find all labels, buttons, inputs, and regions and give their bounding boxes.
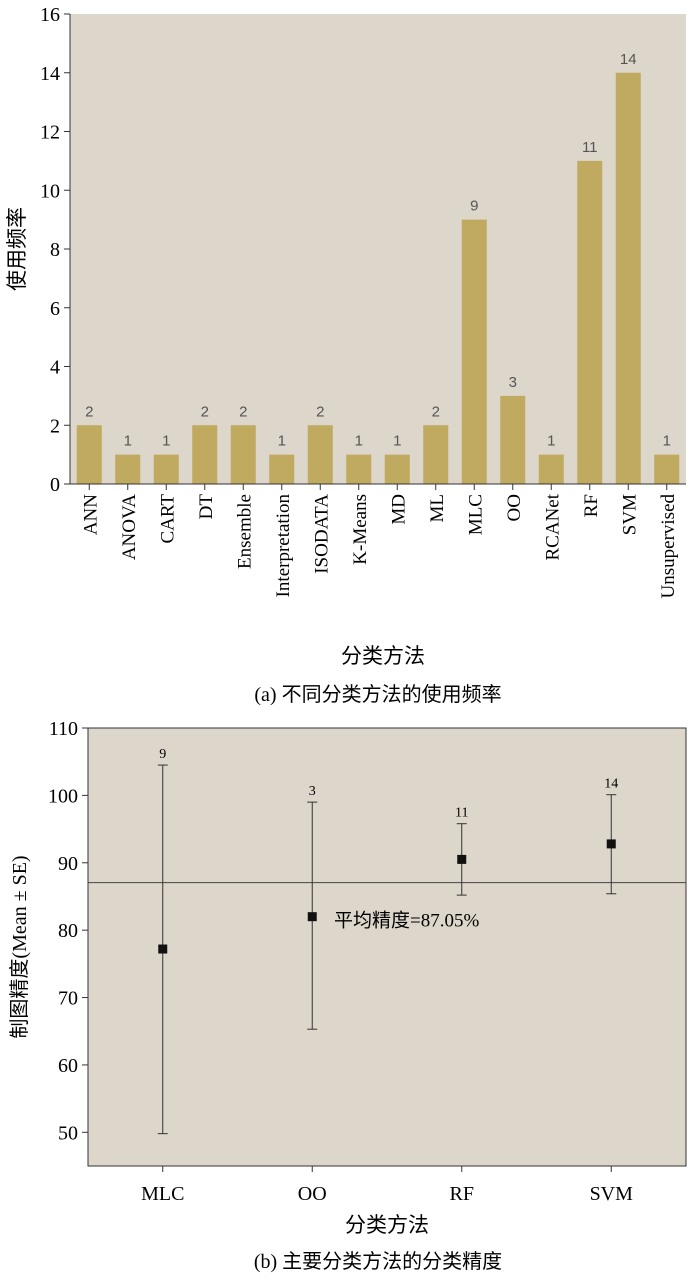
panel-a-bar-value-label: 1 bbox=[124, 433, 132, 450]
panel-b-mean-marker bbox=[307, 912, 317, 922]
panel-a-bar bbox=[577, 160, 603, 484]
panel-b-y-tick-label: 60 bbox=[58, 1055, 78, 1077]
panel-a-caption: (a) 不同分类方法的使用频率 bbox=[254, 683, 501, 706]
panel-b-y-tick-label: 90 bbox=[58, 853, 78, 875]
panel-b-x-tick-label: OO bbox=[298, 1183, 327, 1205]
panel-b-y-tick-label: 70 bbox=[58, 988, 78, 1010]
panel-a-x-tick-label: OO bbox=[504, 494, 525, 521]
panel-b-mean-reference-label: 平均精度=87.05% bbox=[334, 910, 479, 932]
panel-a-x-tick-label: RF bbox=[581, 494, 602, 517]
panel-b-points: 9 3 11 14 bbox=[157, 747, 618, 1135]
panel-a-x-tick-label: DT bbox=[196, 494, 217, 520]
panel-a-bar bbox=[115, 454, 141, 484]
panel-b-count-label: 3 bbox=[309, 784, 316, 799]
panel-a-bar bbox=[346, 454, 372, 484]
panel-b-x-ticks: MLC OO RF SVM bbox=[141, 1166, 633, 1205]
panel-a-bar-value-label: 9 bbox=[470, 198, 478, 215]
panel-b-reference: 平均精度=87.05% bbox=[88, 882, 686, 932]
panel-a-x-tick-label: RCANet bbox=[542, 493, 563, 560]
panel-a-y-tick-label: 8 bbox=[50, 239, 60, 261]
panel-a-bar bbox=[269, 454, 295, 484]
panel-b-mean-marker bbox=[457, 854, 467, 864]
panel-b-mean-marker bbox=[606, 839, 616, 849]
panel-a-x-tick-label: SVM bbox=[619, 494, 640, 535]
panel-a-bar bbox=[153, 454, 179, 484]
panel-a-bar bbox=[423, 425, 449, 484]
panel-a-x-tick-label: CART bbox=[157, 494, 178, 544]
panel-a-bar bbox=[307, 425, 333, 484]
panel-b-x-tick-label: MLC bbox=[141, 1183, 184, 1205]
panel-a-bar-value-label: 2 bbox=[432, 403, 440, 420]
panel-a-x-tick-label: K-Means bbox=[350, 494, 371, 565]
panel-a-bar bbox=[615, 72, 641, 484]
panel-a-x-tick-label: MLC bbox=[465, 494, 486, 535]
panel-b-count-label: 9 bbox=[159, 747, 166, 762]
panel-b-y-tick-label: 110 bbox=[49, 718, 78, 740]
panel-a-bar-value-label: 1 bbox=[355, 433, 363, 450]
panel-b-count-label: 11 bbox=[455, 806, 468, 821]
panel-a-bar-value-label: 11 bbox=[582, 139, 598, 156]
panel-b-y-ticks: 50 60 70 80 90 100 110 bbox=[48, 718, 88, 1144]
panel-a-y-tick-label: 6 bbox=[50, 298, 60, 320]
panel-b-caption: (b) 主要分类方法的分类精度 bbox=[254, 1250, 502, 1273]
panel-b-x-tick-label: SVM bbox=[590, 1183, 634, 1205]
panel-a-y-tick-label: 2 bbox=[50, 415, 60, 437]
panel-a-bar-value-label: 3 bbox=[509, 374, 517, 391]
panel-a-bar-value-label: 2 bbox=[85, 403, 93, 420]
panel-a-bar bbox=[538, 454, 564, 484]
panel-b-x-label: 分类方法 bbox=[345, 1213, 429, 1237]
panel-a-bar bbox=[76, 425, 102, 484]
panel-a-bar-value-label: 1 bbox=[547, 433, 555, 450]
panel-a-x-label: 分类方法 bbox=[341, 644, 425, 668]
panel-a-y-tick-label: 16 bbox=[40, 4, 60, 26]
panel-a-x-tick-label: ANOVA bbox=[119, 494, 140, 560]
panel-a-x-tick-label: ANN bbox=[80, 494, 101, 535]
panel-a-bar-value-label: 1 bbox=[162, 433, 170, 450]
panel-b-x-tick-label: RF bbox=[450, 1183, 474, 1205]
panel-a-bar-value-label: 14 bbox=[620, 51, 637, 68]
panel-a-y-tick-label: 4 bbox=[50, 357, 60, 379]
panel-a-x-tick-label: Interpretation bbox=[273, 494, 294, 598]
panel-a-bar-value-label: 1 bbox=[393, 433, 401, 450]
panel-b-plot-area bbox=[87, 727, 687, 1167]
panel-a-bar-value-label: 2 bbox=[201, 403, 209, 420]
panel-b-y-tick-label: 50 bbox=[58, 1122, 78, 1144]
panel-b-mean-marker bbox=[158, 944, 168, 954]
panel-a-bar bbox=[654, 454, 680, 484]
panel-a-bar bbox=[461, 219, 487, 484]
panel-a-y-tick-label: 10 bbox=[40, 180, 60, 202]
panel-a-x-tick-label: ML bbox=[427, 494, 448, 523]
panel-b-y-tick-label: 100 bbox=[48, 785, 78, 807]
panel-a-x-tick-label: Ensemble bbox=[234, 494, 255, 569]
panel-b-y-label: 制图精度(Mean ± SE) bbox=[8, 855, 31, 1038]
panel-a-bar bbox=[500, 395, 526, 484]
panel-a-x-ticks: ANN ANOVA CART DT Ensemble Interpretation ISOD… bbox=[80, 484, 679, 598]
panel-b-y-tick-label: 80 bbox=[58, 920, 78, 942]
panel-a-bars bbox=[76, 72, 680, 484]
panel-a-x-tick-label: Unsupervised bbox=[658, 494, 679, 599]
panel-a-y-tick-label: 12 bbox=[40, 122, 60, 144]
panel-a-bar bbox=[230, 425, 256, 484]
panel-a-bar bbox=[192, 425, 218, 484]
panel-a-y-tick-label: 0 bbox=[50, 474, 60, 496]
panel-b: 平均精度=87.05% 9 3 11 14 50 60 70 80 90 100 110 MLC O… bbox=[8, 718, 687, 1273]
panel-b-count-label: 14 bbox=[604, 777, 618, 792]
panel-a-bar-value-label: 1 bbox=[278, 433, 286, 450]
panel-a-y-ticks: 0 2 4 6 8 10 12 14 16 bbox=[40, 4, 70, 496]
panel-a-y-tick-label: 14 bbox=[40, 63, 60, 85]
panel-a-bar bbox=[384, 454, 410, 484]
panel-a-bar-value-label: 1 bbox=[663, 433, 671, 450]
panel-a-bar-value-label: 2 bbox=[316, 403, 324, 420]
panel-a-x-tick-label: ISODATA bbox=[311, 494, 332, 574]
panel-a-y-label: 使用频率 bbox=[5, 207, 29, 291]
panel-a-x-tick-label: MD bbox=[388, 494, 409, 525]
panel-a-bar-value-label: 2 bbox=[239, 403, 247, 420]
